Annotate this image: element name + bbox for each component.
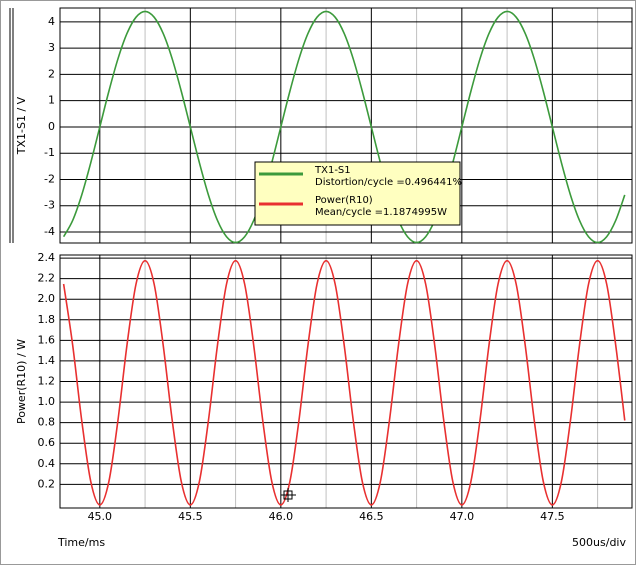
y-tick-label: 2.0 — [38, 292, 56, 305]
y-tick-label: 0 — [48, 120, 55, 133]
x-tick-label: 47.5 — [540, 510, 565, 523]
y-tick-label: 1.6 — [38, 333, 56, 346]
y-tick-label: -4 — [44, 225, 55, 238]
series-line — [62, 10, 626, 244]
x-tick-label: 45.0 — [88, 510, 113, 523]
x-tick-label: 46.5 — [359, 510, 384, 523]
scale-label: 500us/div — [572, 536, 626, 549]
y-tick-label: -3 — [44, 199, 55, 212]
y-axis-label: TX1-S1 / V — [15, 96, 28, 155]
y-tick-label: -1 — [44, 146, 55, 159]
y-tick-label: 1.8 — [38, 313, 56, 326]
y-tick-label: 2.2 — [38, 272, 56, 285]
legend-annotation: Distortion/cycle =0.496441% — [315, 177, 462, 188]
series-line — [62, 259, 626, 506]
y-tick-label: 0.2 — [38, 477, 56, 490]
y-axis-label: Power(R10) / W — [15, 339, 28, 424]
y-tick-label: 0.8 — [38, 416, 56, 429]
y-tick-label: 1 — [48, 94, 55, 107]
y-tick-label: 0.6 — [38, 436, 56, 449]
legend-annotation: Mean/cycle =1.1874995W — [315, 207, 447, 218]
x-tick-label: 47.0 — [450, 510, 475, 523]
y-tick-label: 4 — [48, 15, 55, 28]
y-tick-label: 0.4 — [38, 457, 56, 470]
x-axis-label: Time/ms — [57, 536, 105, 549]
y-tick-label: 1.2 — [38, 375, 56, 388]
plot-border — [59, 254, 633, 509]
y-tick-label: 2 — [48, 67, 55, 80]
legend-label: TX1-S1 — [314, 165, 351, 176]
y-tick-label: 2.4 — [38, 251, 56, 264]
y-tick-label: 1.0 — [38, 395, 56, 408]
x-tick-label: 45.5 — [178, 510, 203, 523]
y-tick-label: 3 — [48, 41, 55, 54]
plot-border — [59, 7, 633, 244]
x-tick-label: 46.0 — [269, 510, 294, 523]
y-tick-label: -2 — [44, 172, 55, 185]
y-tick-label: 1.4 — [38, 354, 56, 367]
legend-label: Power(R10) — [315, 195, 373, 206]
